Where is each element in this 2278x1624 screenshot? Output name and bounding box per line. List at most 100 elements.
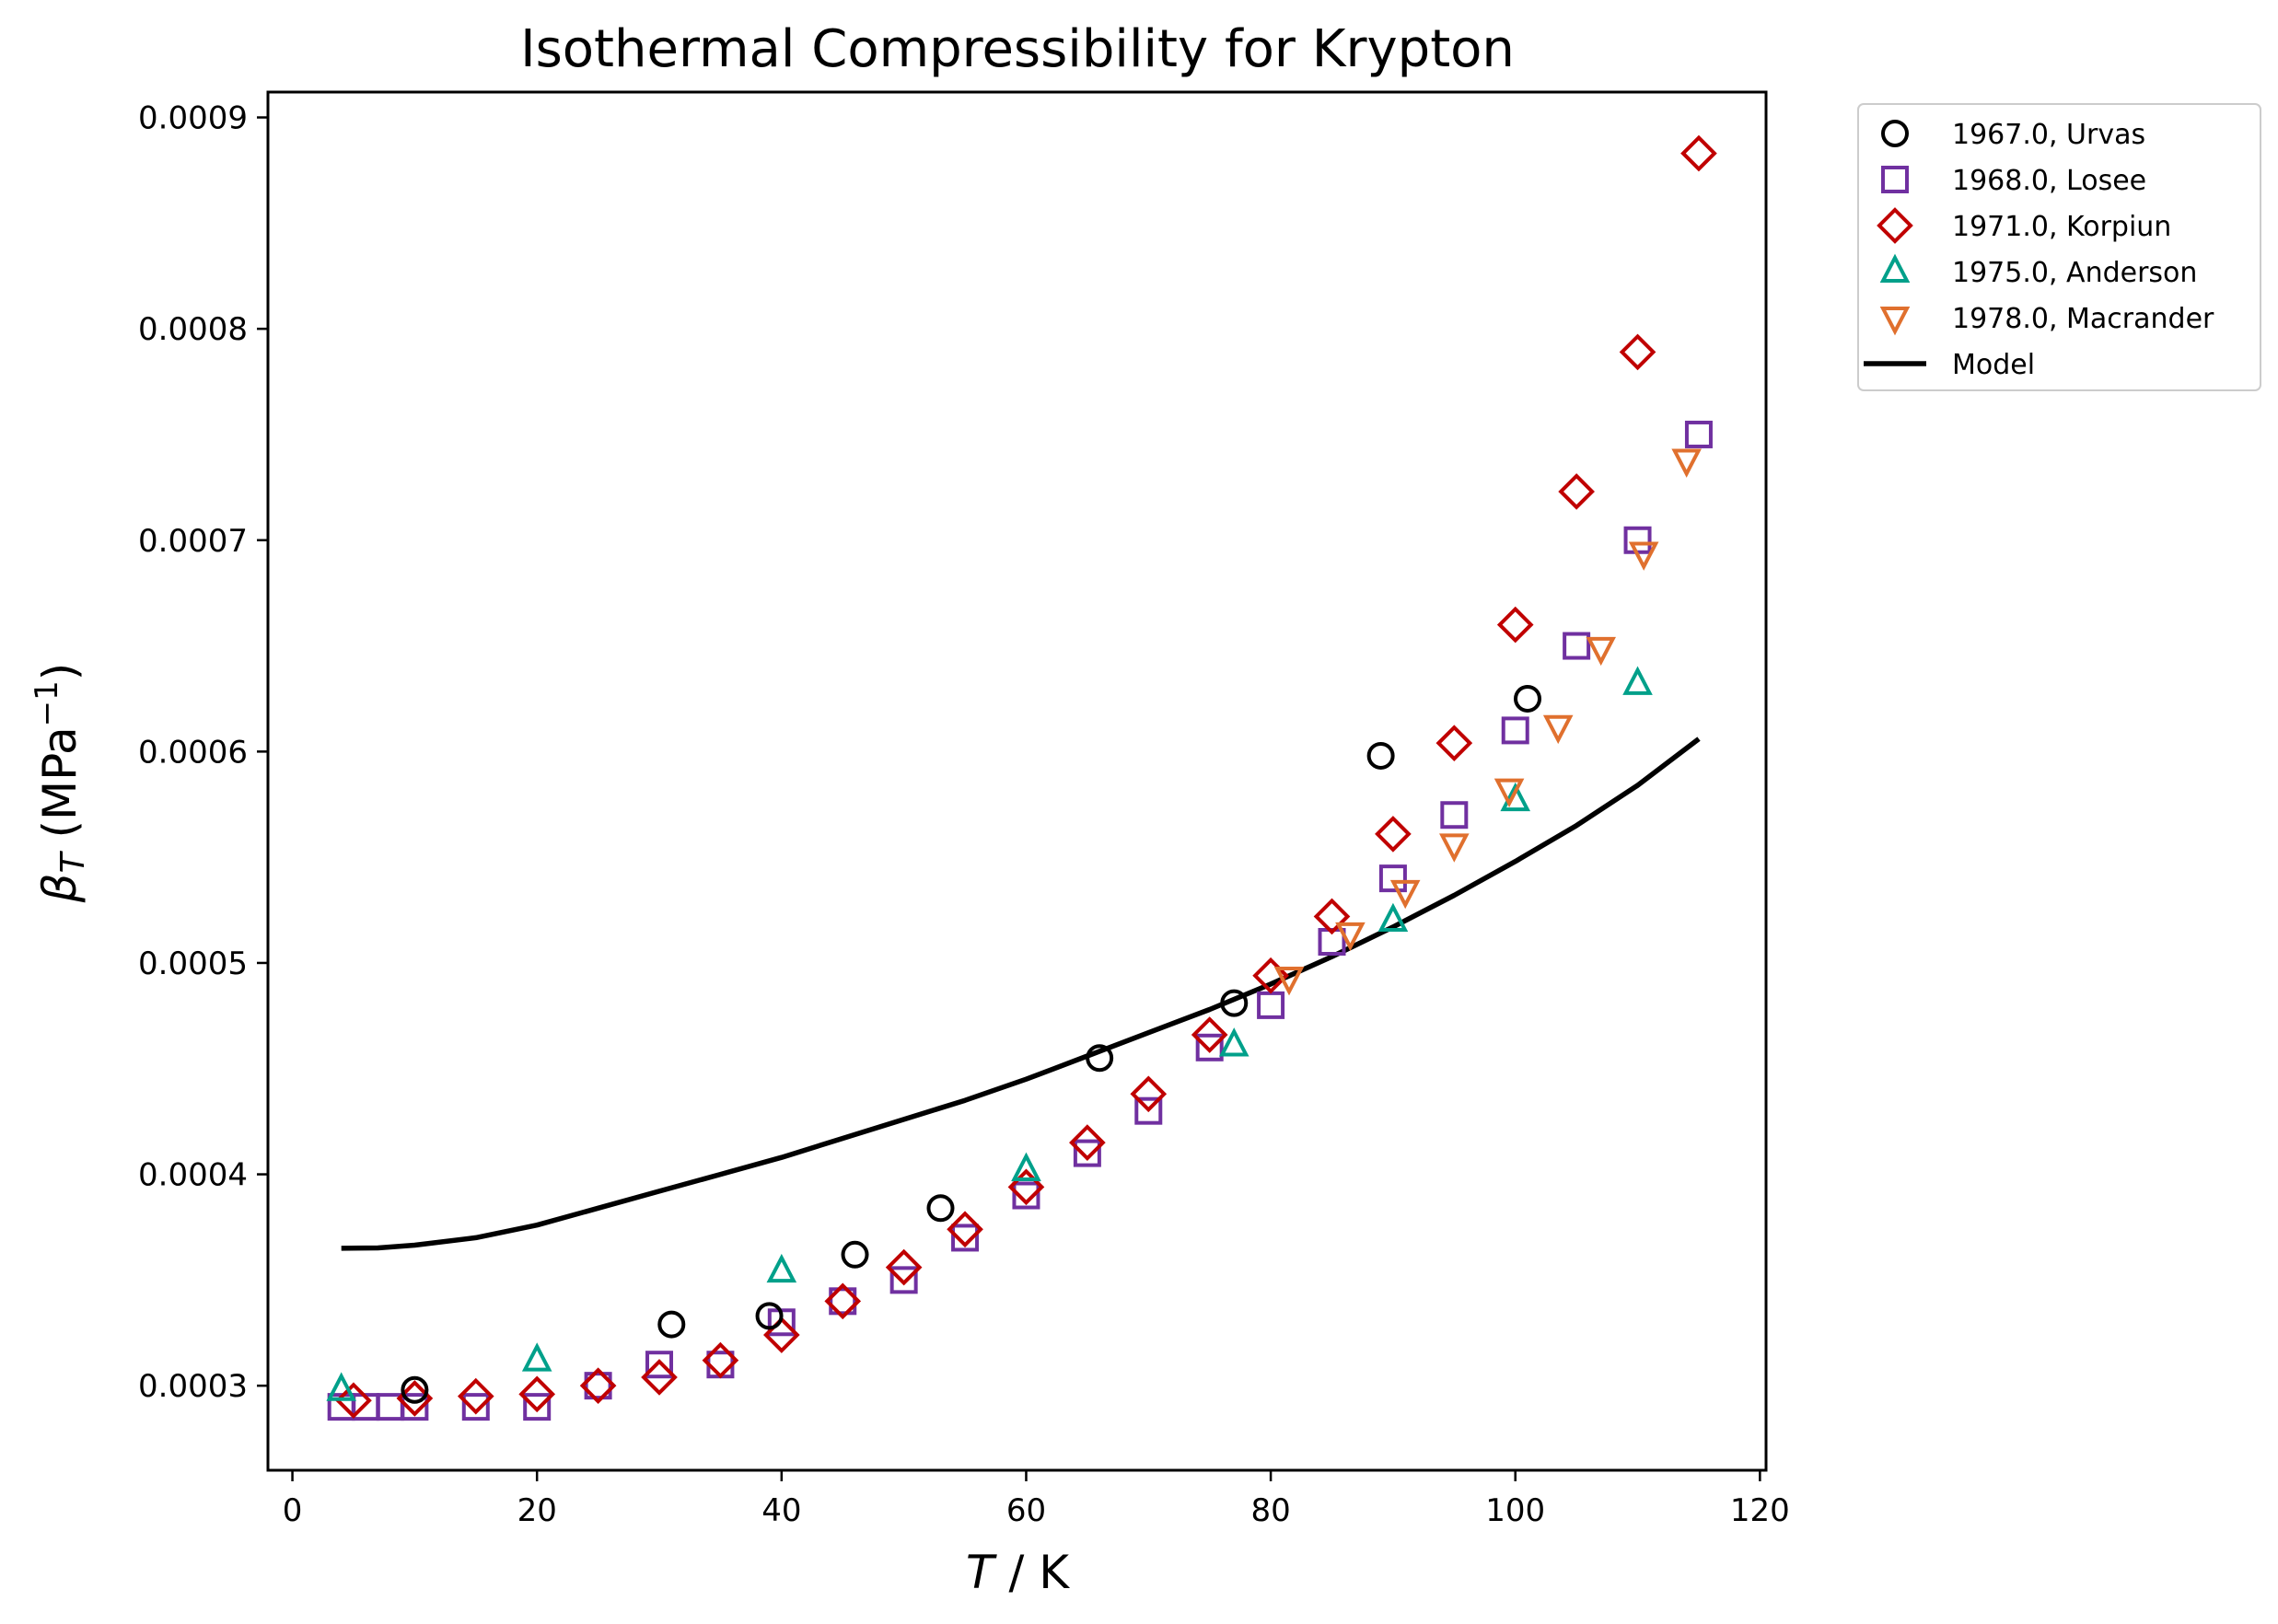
y-axis-label: βT (MPa−1) [29, 663, 92, 904]
data-point [824, 1282, 862, 1320]
y-axis-ticks: 0.0003 0.0004 0.0005 0.0006 0.0007 0.0008 0.00… [138, 100, 268, 1405]
data-point [755, 1302, 784, 1330]
data-point [521, 1342, 552, 1372]
data-point [841, 1240, 869, 1269]
data-point [518, 1375, 556, 1413]
data-point [401, 1393, 429, 1421]
series-1967-0-urvas [401, 684, 1542, 1404]
data-point [1195, 1033, 1224, 1061]
data-point [1500, 782, 1531, 812]
data-point [1073, 1139, 1101, 1167]
data-point [885, 1248, 923, 1286]
legend-marker [1881, 166, 1909, 193]
x-tick-label: 20 [517, 1492, 557, 1529]
legend-item: 1971.0, Korpiun [1877, 207, 2171, 244]
data-point [889, 1266, 918, 1294]
data-point [1007, 1168, 1045, 1206]
data-point [1558, 473, 1595, 510]
data-point [1366, 741, 1395, 770]
model-line [341, 737, 1701, 1251]
data-point [1086, 1044, 1114, 1073]
x-axis-unit: / K [994, 1546, 1071, 1599]
legend-item: 1975.0, Anderson [1879, 253, 2197, 289]
y-axis-subscript: T [54, 850, 92, 873]
y-axis-symbol: β [33, 873, 87, 903]
data-point [1563, 632, 1591, 660]
data-point [641, 1359, 678, 1396]
data-point [1671, 448, 1702, 478]
y-axis-superscript: −1 [29, 680, 65, 726]
y-tick-label: 0.0003 [138, 1368, 248, 1405]
chart-title: Isothermal Compressibility for Krypton [520, 19, 1515, 79]
data-marks [326, 134, 1717, 1421]
legend-label: 1971.0, Korpiun [1952, 211, 2171, 243]
data-point [1130, 1075, 1168, 1113]
data-point [1514, 684, 1542, 713]
data-point [926, 1194, 955, 1223]
data-point [579, 1367, 617, 1404]
legend: 1967.0, Urvas 1968.0, Losee 1971.0, Korpiu… [1857, 103, 2261, 391]
data-point [1684, 420, 1713, 448]
legend-label: 1975.0, Anderson [1952, 257, 2197, 289]
data-point [1218, 1027, 1249, 1057]
data-point [584, 1372, 612, 1400]
data-point [1619, 333, 1656, 371]
y-tick-label: 0.0009 [138, 100, 248, 137]
data-point [1542, 714, 1574, 745]
data-point [645, 1351, 674, 1379]
data-point [1496, 606, 1534, 644]
data-point [1501, 716, 1529, 745]
data-point [1586, 636, 1616, 667]
data-point [1335, 922, 1366, 952]
data-point [1377, 902, 1409, 933]
data-point [1493, 778, 1525, 808]
y-tick-label: 0.0005 [138, 945, 248, 982]
data-point [1313, 898, 1351, 935]
data-point [702, 1341, 739, 1379]
data-point [951, 1224, 980, 1252]
legend-label: 1967.0, Urvas [1952, 119, 2145, 151]
plot-frame [266, 90, 1768, 1472]
x-tick-label: 60 [1006, 1492, 1046, 1529]
legend-item: 1978.0, Macrander [1879, 303, 2214, 336]
data-point [326, 1372, 356, 1401]
legend-item: Model [1864, 349, 2035, 381]
data-point [401, 1375, 429, 1404]
y-axis-close-paren: ) [33, 663, 87, 681]
y-axis-unit: (MPa [33, 726, 87, 853]
legend-label: 1978.0, Macrander [1952, 303, 2214, 335]
data-point [947, 1211, 983, 1248]
data-point [763, 1317, 800, 1353]
x-tick-label: 80 [1250, 1492, 1290, 1529]
data-point [1220, 989, 1249, 1017]
x-tick-label: 120 [1730, 1492, 1790, 1529]
legend-marker [1879, 253, 1911, 283]
data-point [1628, 541, 1659, 571]
series-1971-0-korpiun [335, 134, 1717, 1420]
data-point [766, 1253, 797, 1283]
data-point [457, 1377, 494, 1415]
series-model [341, 737, 1701, 1251]
data-point [1435, 725, 1473, 762]
y-tick-label: 0.0008 [138, 311, 248, 348]
y-tick-label: 0.0006 [138, 734, 248, 771]
legend-item: 1968.0, Losee [1881, 165, 2146, 197]
data-point [523, 1393, 552, 1421]
data-point [1440, 801, 1469, 829]
x-tick-label: 0 [283, 1492, 303, 1529]
legend-label: 1968.0, Losee [1952, 165, 2146, 197]
data-point [335, 1382, 372, 1420]
legend-marker [1881, 120, 1909, 147]
data-point [1375, 816, 1412, 853]
x-axis-label: T / K [966, 1546, 1070, 1599]
data-point [1134, 1096, 1163, 1125]
data-point [1622, 666, 1653, 695]
plot-area: 0 20 40 60 80 100 120 0.0003 0.0004 0.0005 0.0006… [138, 90, 1790, 1529]
y-tick-label: 0.0007 [138, 523, 248, 560]
legend-label: Model [1952, 349, 2035, 381]
data-point [1069, 1124, 1106, 1161]
data-point [461, 1393, 490, 1421]
data-point [1378, 864, 1407, 893]
legend-marker [1877, 207, 1913, 244]
